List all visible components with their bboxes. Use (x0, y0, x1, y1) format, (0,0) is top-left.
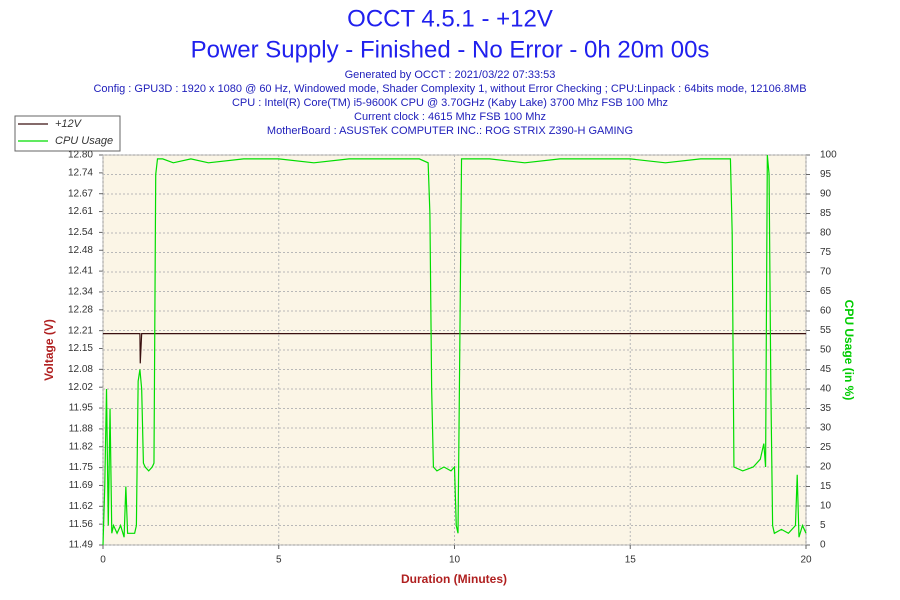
y2-tick-label: 100 (820, 150, 837, 161)
info-line: CPU : Intel(R) Core(TM) i5-9600K CPU @ 3… (232, 97, 668, 109)
x-tick-label: 10 (449, 555, 461, 566)
y2-tick-label: 40 (820, 384, 832, 395)
info-line: Current clock : 4615 Mhz FSB 100 Mhz (354, 111, 546, 123)
y-tick-label: 11.95 (69, 403, 94, 414)
y2-tick-label: 0 (820, 540, 826, 551)
y-tick-label: 11.49 (69, 540, 94, 551)
chart-title: OCCT 4.5.1 - +12V (347, 5, 553, 32)
y-tick-label: 12.28 (68, 304, 93, 315)
y2-tick-label: 95 (820, 169, 832, 180)
y2-tick-label: 15 (820, 481, 832, 492)
y-tick-label: 11.88 (69, 424, 94, 435)
x-tick-label: 15 (625, 555, 637, 566)
y-tick-label: 11.62 (69, 501, 94, 512)
y2-tick-label: 5 (820, 520, 826, 531)
x-tick-label: 0 (100, 555, 106, 566)
y-tick-label: 12.21 (68, 325, 93, 336)
series-line (102, 154, 807, 546)
y2-tick-label: 50 (820, 345, 832, 356)
y2-tick-label: 10 (820, 501, 832, 512)
legend-box (14, 115, 121, 152)
y2-tick-label: 90 (820, 189, 832, 200)
chart-subtitle: Power Supply - Finished - No Error - 0h … (191, 36, 710, 63)
y-tick-label: 12.54 (68, 227, 93, 238)
y-tick-label: 12.74 (68, 168, 93, 179)
y-tick-label: 11.82 (69, 441, 94, 452)
x-axis-label: Duration (Minutes) (401, 572, 507, 586)
y-tick-label: 12.15 (68, 343, 93, 354)
y-tick-label: 11.69 (69, 480, 94, 491)
legend-label: CPU Usage (55, 135, 113, 147)
y-tick-label: 12.67 (68, 188, 93, 199)
y2-tick-label: 25 (820, 442, 832, 453)
y2-tick-label: 55 (820, 325, 832, 336)
y-tick-label: 12.41 (68, 266, 93, 277)
y-tick-label: 12.08 (68, 364, 93, 375)
y-tick-label: 12.02 (68, 382, 93, 393)
x-tick-label: 5 (276, 555, 282, 566)
y-tick-label: 12.48 (68, 245, 93, 256)
info-line: Config : GPU3D : 1920 x 1080 @ 60 Hz, Wi… (93, 83, 806, 95)
y-tick-label: 12.61 (68, 206, 93, 217)
y-tick-label: 11.75 (69, 462, 94, 473)
y2-tick-label: 30 (820, 423, 832, 434)
y-tick-label: 12.80 (68, 150, 93, 161)
y2-tick-label: 35 (820, 403, 832, 414)
y2-axis-label: CPU Usage (in %) (842, 300, 856, 401)
info-line: MotherBoard : ASUSTeK COMPUTER INC.: ROG… (267, 125, 633, 137)
series-line (103, 333, 806, 364)
info-line: Generated by OCCT : 2021/03/22 07:33:53 (345, 69, 556, 81)
y-tick-label: 12.34 (68, 287, 93, 298)
y2-tick-label: 65 (820, 286, 832, 297)
y2-tick-label: 75 (820, 247, 832, 258)
y2-tick-label: 85 (820, 208, 832, 219)
legend-label: +12V (55, 118, 83, 130)
y2-tick-label: 45 (820, 364, 832, 375)
y-tick-label: 11.56 (69, 519, 94, 530)
y2-tick-label: 70 (820, 267, 832, 278)
x-tick-label: 20 (800, 555, 812, 566)
y2-tick-label: 80 (820, 228, 832, 239)
y2-tick-label: 20 (820, 462, 832, 473)
y-axis-label: Voltage (V) (42, 319, 56, 381)
y2-tick-label: 60 (820, 306, 832, 317)
